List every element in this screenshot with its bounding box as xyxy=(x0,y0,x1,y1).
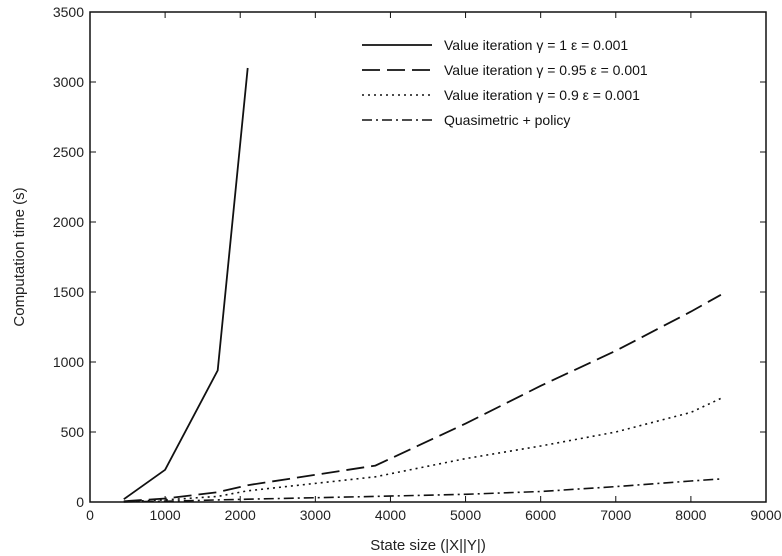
y-tick-label: 1500 xyxy=(53,284,84,300)
ticks-layer: 0 1000 2000 3000 4000 5000 6000 7000 8000 9000 0 50… xyxy=(53,4,782,523)
y-tick-label: 1000 xyxy=(53,354,84,370)
plot-frame xyxy=(89,11,767,503)
legend-label-2: Value iteration γ = 0.95 ε = 0.001 xyxy=(444,62,648,78)
x-tick-label: 9000 xyxy=(750,507,781,523)
legend: Value iteration γ = 1 ε = 0.001 Value ite… xyxy=(362,37,648,128)
legend-label-1: Value iteration γ = 1 ε = 0.001 xyxy=(444,37,628,53)
x-tick-label: 0 xyxy=(86,507,94,523)
x-axis-label: State size (|X||Y|) xyxy=(370,537,486,554)
series-line-4 xyxy=(123,478,721,503)
x-tick-label: 4000 xyxy=(375,507,406,523)
y-tick-label: 500 xyxy=(61,424,85,440)
x-tick-label: 2000 xyxy=(225,507,256,523)
y-tick-label: 2000 xyxy=(53,214,84,230)
x-tick-label: 6000 xyxy=(525,507,556,523)
series-layer xyxy=(123,67,722,503)
x-tick-label: 7000 xyxy=(600,507,631,523)
legend-label-4: Quasimetric + policy xyxy=(444,112,570,128)
y-axis-label: Computation time (s) xyxy=(11,187,28,326)
x-tick-label: 8000 xyxy=(675,507,706,523)
x-tick-label: 3000 xyxy=(300,507,331,523)
legend-label-3: Value iteration γ = 0.9 ε = 0.001 xyxy=(444,87,640,103)
x-tick-label: 1000 xyxy=(150,507,181,523)
y-tick-label: 0 xyxy=(76,494,84,510)
y-tick-label: 3500 xyxy=(53,4,84,20)
series-line-3 xyxy=(123,397,722,503)
series-line-1 xyxy=(123,67,249,500)
x-tick-label: 5000 xyxy=(450,507,481,523)
y-tick-label: 2500 xyxy=(53,144,84,160)
series-line-2 xyxy=(123,294,722,503)
y-tick-label: 3000 xyxy=(53,74,84,90)
